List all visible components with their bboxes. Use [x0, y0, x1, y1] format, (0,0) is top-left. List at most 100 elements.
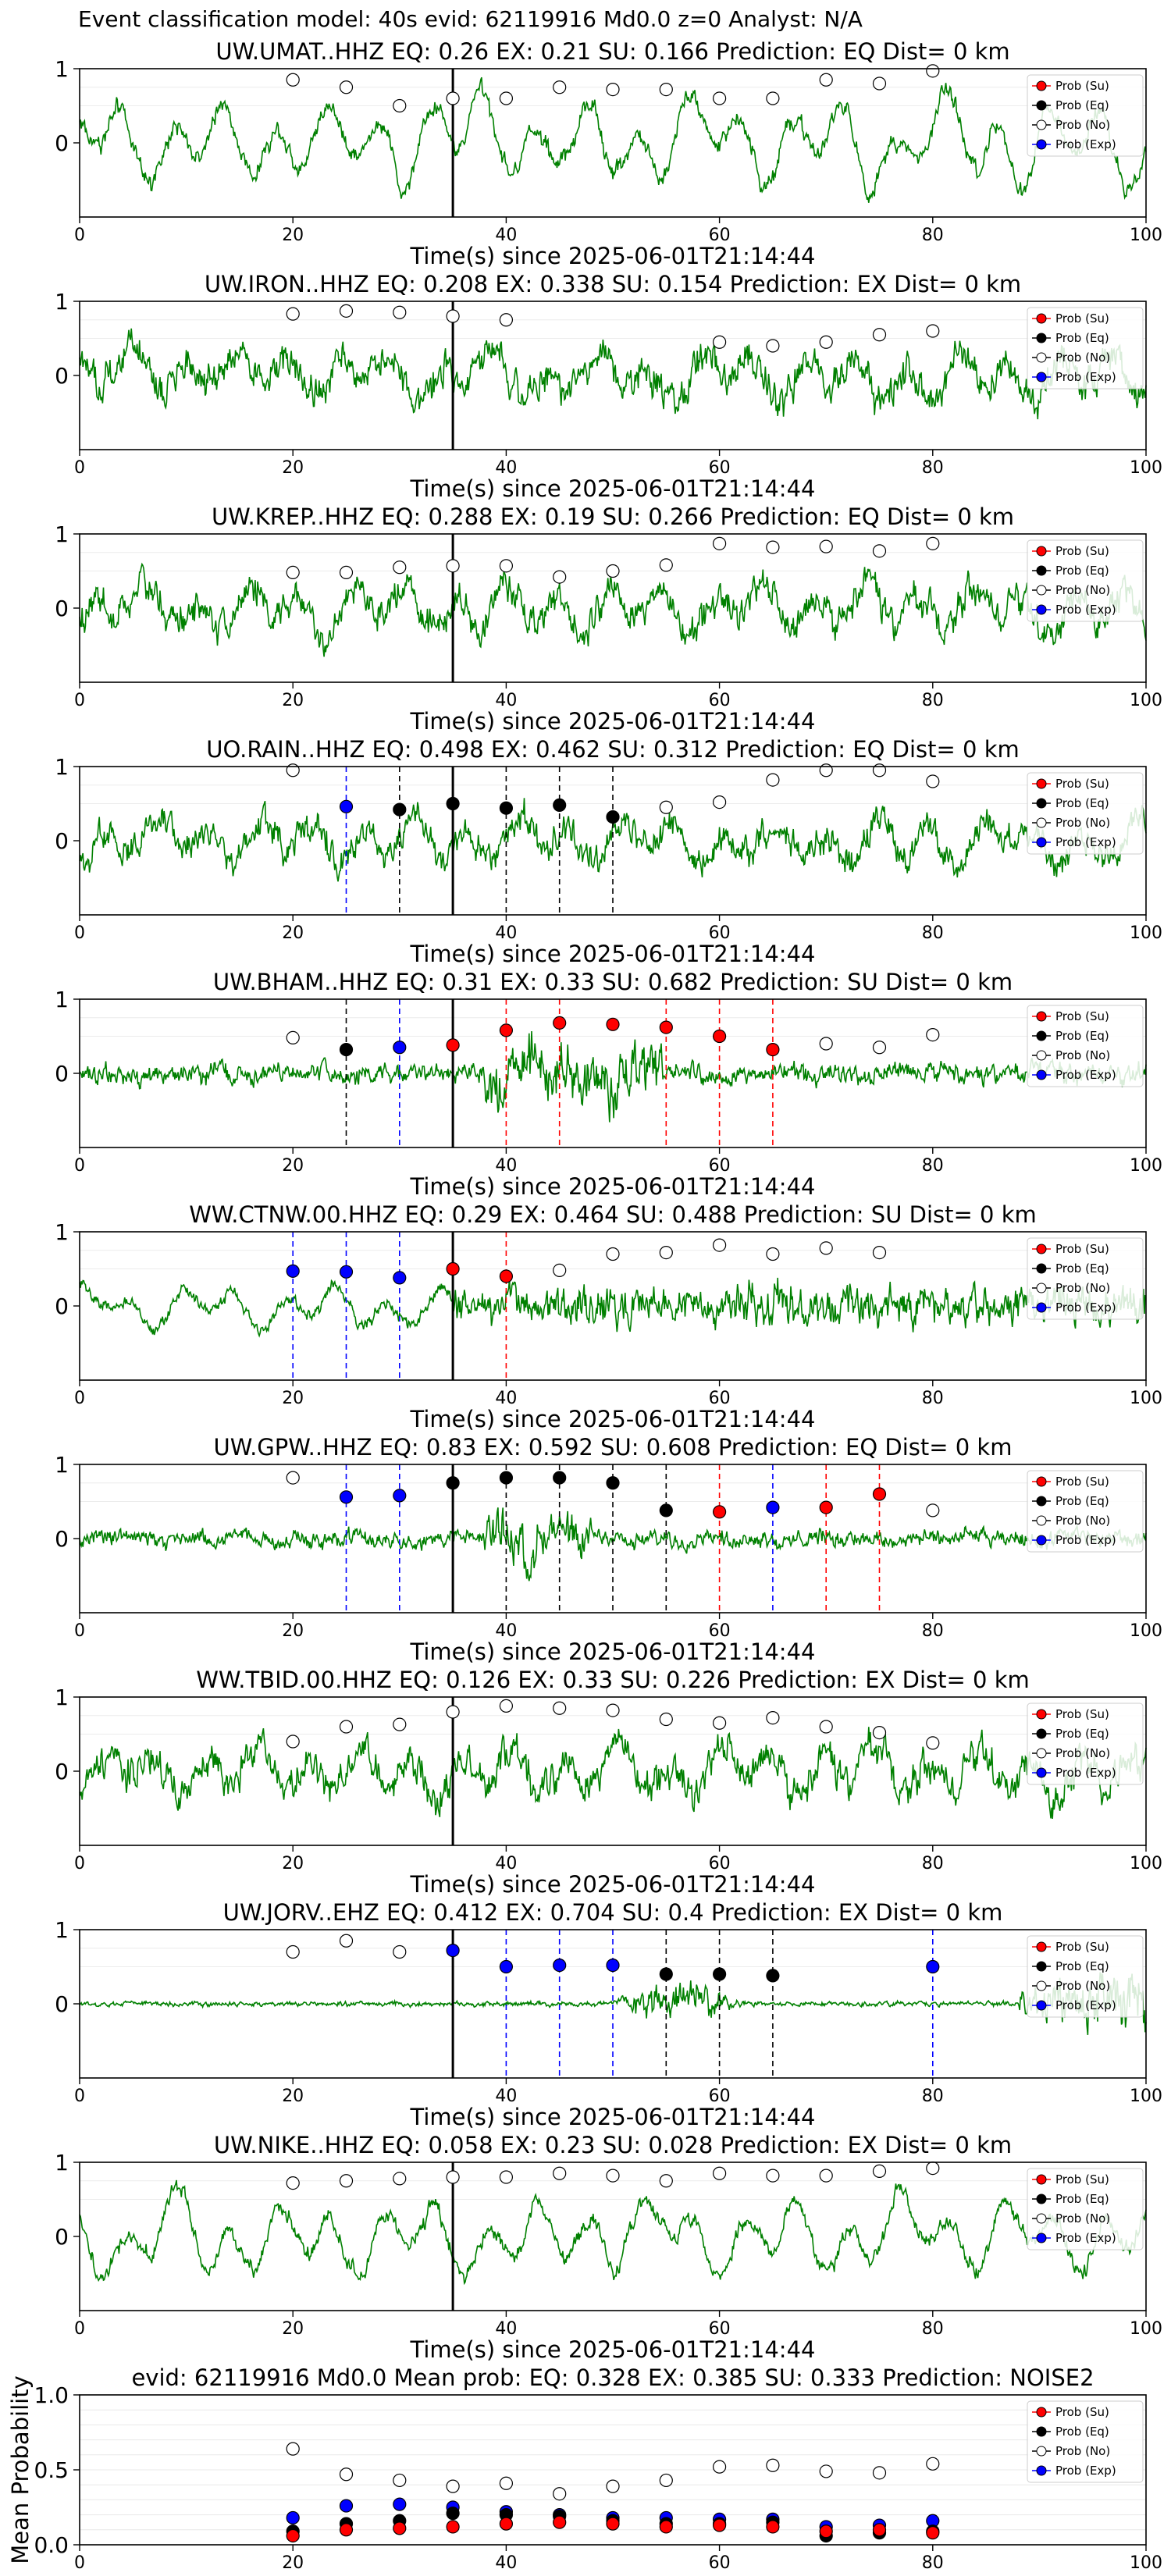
marker-exp	[926, 1959, 940, 1974]
panel-8: WW.TBID.00.HHZ EQ: 0.126 EX: 0.33 SU: 0.…	[55, 1667, 1162, 1898]
marker-eq	[606, 809, 620, 824]
legend-label-no: Prob (No)	[1055, 816, 1110, 830]
x-tick-label: 100	[1130, 923, 1162, 943]
legend: Prob (Su) Prob (Eq) Prob (No) Prob (Exp)	[1027, 2168, 1144, 2250]
marker-exp	[499, 1959, 514, 1974]
axes-frame	[79, 1696, 1147, 1846]
y-tick-label: 1	[55, 1219, 69, 1245]
legend-marker-no	[1036, 817, 1047, 828]
x-axis-label: Time(s) since 2025-06-01T21:14:44	[410, 708, 816, 735]
legend-box	[1027, 307, 1144, 390]
marker-no	[819, 73, 833, 87]
panel-6: WW.CTNW.00.HHZ EQ: 0.29 EX: 0.464 SU: 0.…	[55, 1201, 1162, 1432]
marker-no	[393, 98, 407, 113]
waveform-trace	[79, 1277, 1147, 1338]
x-tick-label: 0	[74, 2553, 85, 2573]
marker-su	[446, 1038, 460, 1052]
x-tick-label: 0	[74, 691, 85, 710]
legend-marker-no	[1036, 1980, 1047, 1991]
marker-no	[393, 2172, 407, 2186]
panel-title: UW.KREP..HHZ EQ: 0.288 EX: 0.19 SU: 0.26…	[212, 503, 1014, 530]
legend: Prob (Su) Prob (Eq) Prob (No) Prob (Exp)	[1027, 1703, 1144, 1785]
marker-no	[712, 335, 727, 349]
panel-title: UO.RAIN..HHZ EQ: 0.498 EX: 0.462 SU: 0.3…	[206, 736, 1019, 763]
y-tick-label: 0	[55, 1061, 69, 1087]
x-tick-label: 60	[709, 226, 731, 245]
marker-no	[712, 1238, 727, 1252]
legend-label-exp: Prob (Exp)	[1055, 370, 1116, 384]
marker-eq	[499, 801, 514, 815]
marker-no	[446, 559, 460, 573]
panel-9: UW.JORV..EHZ EQ: 0.412 EX: 0.704 SU: 0.4…	[55, 1899, 1162, 2130]
x-tick-label: 40	[495, 2553, 517, 2573]
x-tick-label: 0	[74, 1621, 85, 1641]
x-tick-label: 80	[922, 1621, 944, 1641]
marker-no	[339, 304, 354, 318]
legend-label-no: Prob (No)	[1055, 350, 1110, 365]
legend-marker-no	[1036, 2213, 1047, 2224]
marker-no	[393, 1717, 407, 1731]
x-tick-label: 60	[709, 1854, 731, 1873]
legend-label-eq: Prob (Eq)	[1055, 2192, 1109, 2206]
marker-su	[819, 1500, 833, 1514]
legend-box	[1027, 1005, 1144, 1087]
marker-no	[339, 2467, 354, 2482]
y-tick-label: 0	[55, 596, 69, 621]
legend-label-su: Prob (Su)	[1055, 79, 1109, 93]
legend-marker-su	[1036, 2407, 1047, 2418]
legend-label-exp: Prob (Exp)	[1055, 1766, 1116, 1780]
x-tick-label: 20	[282, 2319, 304, 2339]
x-tick-label: 0	[74, 923, 85, 943]
legend-label-no: Prob (No)	[1055, 583, 1110, 597]
panel-title: evid: 62119916 Md0.0 Mean prob: EQ: 0.32…	[131, 2364, 1094, 2391]
x-tick-label: 20	[282, 1156, 304, 1176]
legend-marker-su	[1036, 313, 1047, 324]
legend-marker-exp	[1036, 1302, 1047, 1313]
y-axis-label: Mean Probability	[7, 2375, 34, 2564]
x-tick-label: 20	[282, 923, 304, 943]
legend: Prob (Su) Prob (Eq) Prob (No) Prob (Exp)	[1027, 74, 1144, 157]
marker-no	[766, 1711, 780, 1725]
y-tick-label: 0	[55, 1526, 69, 1552]
marker-su	[393, 2521, 407, 2535]
x-tick-label: 40	[495, 2087, 517, 2106]
marker-eq	[553, 798, 567, 813]
legend-label-exp: Prob (Exp)	[1055, 1300, 1116, 1315]
y-tick-label: 1	[55, 987, 69, 1012]
x-tick-label: 100	[1130, 1854, 1162, 1873]
y-tick-label: 0	[55, 1991, 69, 2017]
figure-title: Event classification model: 40s evid: 62…	[78, 6, 863, 32]
marker-no	[766, 91, 780, 105]
legend-marker-no	[1036, 1748, 1047, 1759]
y-tick-label: 0	[55, 1293, 69, 1319]
marker-no	[766, 2169, 780, 2183]
legend-label-no: Prob (No)	[1055, 2444, 1110, 2458]
legend: Prob (Su) Prob (Eq) Prob (No) Prob (Exp)	[1027, 2400, 1144, 2483]
legend-marker-exp	[1036, 139, 1047, 150]
panel-4: UO.RAIN..HHZ EQ: 0.498 EX: 0.462 SU: 0.3…	[55, 736, 1162, 967]
marker-no	[286, 1030, 300, 1045]
legend-marker-su	[1036, 778, 1047, 789]
marker-no	[926, 2457, 940, 2471]
marker-no	[606, 82, 620, 97]
marker-exp	[339, 799, 354, 813]
legend-box	[1027, 1935, 1144, 2018]
legend-label-no: Prob (No)	[1055, 1048, 1110, 1062]
marker-su	[872, 1487, 887, 1501]
marker-no	[606, 2479, 620, 2493]
marker-no	[553, 2487, 567, 2501]
marker-eq	[446, 2507, 460, 2521]
x-tick-label: 60	[709, 2319, 731, 2339]
x-tick-label: 40	[495, 2319, 517, 2339]
marker-no	[659, 2174, 673, 2188]
x-tick-label: 80	[922, 2087, 944, 2106]
x-tick-label: 60	[709, 1156, 731, 1176]
x-tick-label: 60	[709, 691, 731, 710]
marker-no	[553, 570, 567, 584]
legend-marker-exp	[1036, 604, 1047, 615]
panel-title: UW.GPW..HHZ EQ: 0.83 EX: 0.592 SU: 0.608…	[214, 1434, 1013, 1461]
marker-su	[446, 1261, 460, 1276]
x-tick-label: 60	[709, 923, 731, 943]
panel-title: WW.CTNW.00.HHZ EQ: 0.29 EX: 0.464 SU: 0.…	[189, 1201, 1037, 1228]
legend-marker-exp	[1036, 2000, 1047, 2011]
